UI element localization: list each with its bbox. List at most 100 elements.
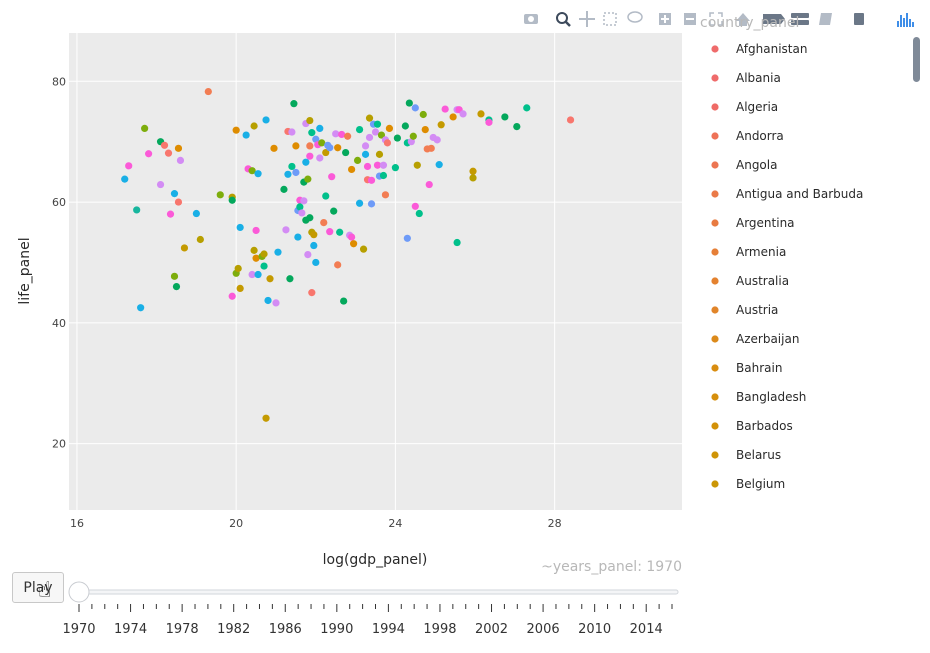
data-point[interactable] (156, 180, 165, 189)
legend-item[interactable]: Angola (711, 158, 777, 172)
data-point[interactable] (361, 150, 370, 158)
data-point[interactable] (403, 234, 411, 242)
data-point[interactable] (298, 209, 306, 217)
data-point[interactable] (330, 207, 338, 215)
data-point[interactable] (304, 175, 312, 183)
data-point[interactable] (348, 165, 356, 174)
data-point[interactable] (294, 233, 302, 241)
data-point[interactable] (234, 264, 242, 273)
data-point[interactable] (174, 144, 183, 152)
data-point[interactable] (302, 158, 310, 166)
box-select-icon[interactable] (603, 12, 617, 26)
data-point[interactable] (375, 150, 384, 158)
legend-item[interactable]: Belarus (711, 448, 781, 462)
data-point[interactable] (409, 132, 417, 140)
data-point[interactable] (284, 170, 292, 178)
data-point[interactable] (316, 154, 324, 162)
legend-item[interactable]: Afghanistan (711, 42, 807, 56)
data-point[interactable] (322, 192, 330, 200)
data-point[interactable] (260, 262, 268, 270)
data-point[interactable] (216, 191, 224, 199)
data-point[interactable] (141, 124, 149, 132)
data-point[interactable] (355, 199, 364, 207)
data-point[interactable] (437, 121, 445, 129)
data-point[interactable] (326, 228, 334, 236)
data-point[interactable] (365, 133, 374, 142)
legend-scrollbar[interactable] (913, 37, 920, 82)
data-point[interactable] (286, 275, 294, 283)
legend-item[interactable]: Antigua and Barbuda (711, 187, 863, 201)
data-point[interactable] (316, 124, 324, 132)
data-point[interactable] (453, 238, 461, 247)
data-point[interactable] (459, 110, 467, 118)
data-point[interactable] (332, 130, 340, 138)
data-point[interactable] (413, 161, 421, 169)
data-point[interactable] (326, 144, 334, 152)
zoom-icon[interactable] (556, 12, 571, 27)
data-point[interactable] (288, 128, 296, 136)
data-point[interactable] (328, 173, 336, 181)
data-point[interactable] (501, 113, 509, 121)
hover-closest-icon[interactable] (791, 13, 809, 25)
data-point[interactable] (334, 144, 342, 152)
data-point[interactable] (260, 250, 268, 258)
autoscale-icon[interactable] (709, 12, 723, 26)
data-point[interactable] (419, 110, 427, 119)
data-point[interactable] (361, 142, 370, 150)
legend-item[interactable]: Barbados (711, 419, 793, 433)
data-point[interactable] (566, 116, 575, 124)
pan-icon[interactable] (579, 11, 595, 27)
data-point[interactable] (385, 124, 394, 132)
data-point[interactable] (242, 131, 250, 139)
data-point[interactable] (391, 164, 400, 172)
data-point[interactable] (377, 131, 386, 139)
data-point[interactable] (340, 297, 348, 305)
data-point[interactable] (306, 214, 314, 222)
data-point[interactable] (383, 139, 392, 147)
data-point[interactable] (145, 150, 153, 158)
data-point[interactable] (411, 202, 419, 210)
zoom-out-icon[interactable] (684, 13, 696, 25)
slider-handle[interactable] (68, 581, 90, 603)
data-point[interactable] (280, 185, 288, 193)
data-point[interactable] (308, 129, 316, 137)
data-point[interactable] (264, 296, 272, 305)
data-point[interactable] (379, 171, 388, 180)
data-point[interactable] (359, 245, 368, 253)
data-point[interactable] (236, 284, 244, 293)
data-point[interactable] (254, 270, 262, 279)
data-point[interactable] (435, 161, 443, 169)
data-point[interactable] (164, 149, 173, 157)
data-point[interactable] (250, 122, 258, 130)
data-point[interactable] (300, 197, 308, 205)
data-point[interactable] (469, 174, 477, 182)
data-point[interactable] (137, 304, 145, 312)
legend-item[interactable]: Bangladesh (711, 390, 806, 404)
data-point[interactable] (228, 196, 236, 204)
data-point[interactable] (254, 170, 262, 178)
data-point[interactable] (367, 200, 376, 208)
data-point[interactable] (348, 233, 356, 241)
data-point[interactable] (266, 275, 274, 283)
legend-item[interactable]: Austria (711, 303, 778, 317)
data-point[interactable] (513, 122, 521, 131)
data-point[interactable] (228, 292, 236, 300)
data-point[interactable] (192, 209, 200, 218)
lasso-icon[interactable] (627, 11, 643, 23)
data-point[interactable] (262, 414, 270, 422)
data-point[interactable] (373, 161, 382, 169)
data-point[interactable] (292, 142, 300, 150)
data-point[interactable] (381, 191, 390, 199)
data-point[interactable] (306, 152, 314, 160)
data-point[interactable] (308, 289, 316, 297)
data-point[interactable] (252, 254, 260, 262)
data-point[interactable] (421, 126, 429, 134)
data-point[interactable] (296, 203, 304, 211)
data-point[interactable] (274, 248, 282, 256)
data-point[interactable] (180, 244, 189, 252)
camera-icon[interactable] (524, 14, 538, 24)
data-point[interactable] (320, 218, 328, 227)
data-point[interactable] (415, 209, 423, 218)
data-point[interactable] (477, 110, 485, 118)
data-point[interactable] (174, 198, 183, 206)
